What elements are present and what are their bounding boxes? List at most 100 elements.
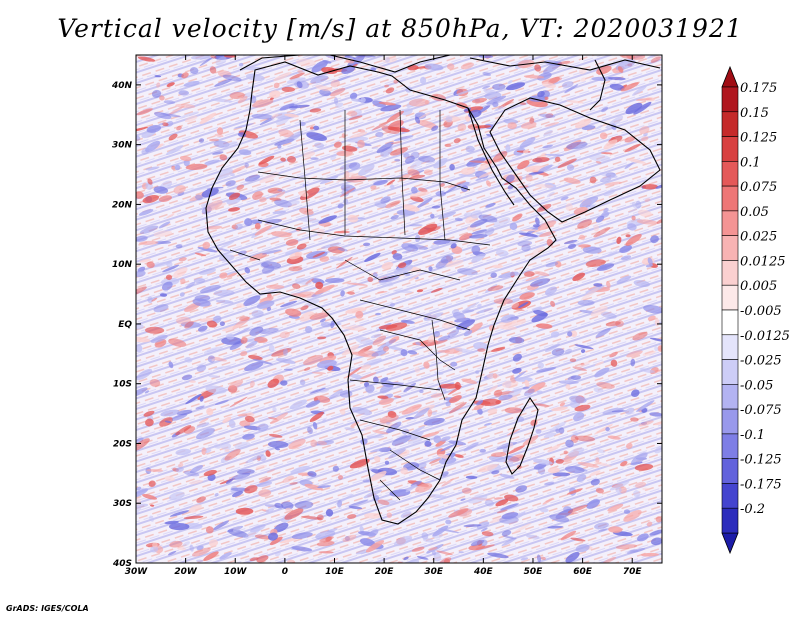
field-blob: [495, 499, 509, 507]
field-blob: [428, 547, 438, 551]
field-blob: [634, 463, 654, 471]
field-blob: [310, 75, 329, 84]
field-blob: [232, 525, 242, 533]
field-blob: [534, 64, 542, 72]
field-blob: [256, 555, 269, 563]
field-blob: [279, 331, 290, 339]
field-blob: [178, 463, 184, 468]
field-blob: [594, 424, 613, 435]
field-blob: [540, 556, 546, 560]
field-blob: [149, 378, 161, 387]
field-blob: [164, 476, 175, 482]
field-blob: [298, 217, 320, 223]
field-blob: [501, 537, 517, 547]
field-blob: [136, 344, 143, 353]
field-blob: [176, 125, 182, 131]
colorbar-swatch: [721, 111, 739, 137]
field-blob: [465, 475, 478, 480]
field-blob: [199, 317, 214, 322]
field-blob: [189, 465, 204, 474]
field-blob: [189, 480, 204, 485]
field-blob: [332, 465, 339, 472]
field-blob: [596, 65, 612, 75]
field-blob: [364, 252, 381, 262]
field-blob: [161, 281, 173, 291]
field-blob: [198, 138, 205, 143]
field-blob: [351, 406, 373, 416]
field-blob: [345, 175, 367, 183]
field-blob: [649, 412, 662, 417]
field-blob: [537, 362, 545, 369]
field-blob: [164, 420, 172, 424]
field-blob: [359, 525, 364, 533]
field-blob: [498, 271, 519, 278]
field-blob: [227, 165, 248, 175]
field-blob: [346, 317, 366, 321]
field-blob: [299, 311, 315, 322]
field-blob: [500, 314, 516, 323]
field-blob: [391, 434, 412, 446]
field-blob: [569, 358, 577, 363]
field-blob: [289, 482, 298, 485]
field-blob: [457, 268, 478, 276]
field-blob: [265, 450, 271, 457]
field-blob: [492, 373, 498, 379]
field-blob: [524, 388, 535, 396]
field-blob: [195, 194, 203, 201]
field-blob: [447, 180, 467, 189]
field-blob: [317, 336, 327, 340]
field-blob: [522, 435, 539, 446]
field-blob: [252, 191, 263, 200]
field-blob: [334, 141, 342, 148]
field-blob: [470, 218, 488, 228]
field-blob: [606, 281, 611, 289]
field-blob: [431, 125, 439, 132]
field-blob: [394, 158, 401, 162]
field-blob: [512, 367, 522, 374]
field-blob: [626, 547, 646, 554]
field-blob: [254, 336, 268, 343]
field-blob: [650, 366, 662, 375]
field-blob: [475, 177, 483, 181]
field-blob: [360, 438, 368, 445]
field-blob: [175, 466, 184, 473]
field-blob: [176, 546, 186, 551]
field-blob: [629, 549, 639, 553]
field-blob: [475, 171, 489, 179]
field-blob: [380, 146, 393, 157]
field-blob: [229, 91, 245, 100]
field-blob: [565, 439, 574, 448]
colorbar-swatch: [721, 458, 739, 484]
field-blob: [630, 452, 648, 466]
field-blob: [405, 416, 415, 420]
field-blob: [212, 151, 224, 155]
field-blob: [403, 153, 410, 158]
field-blob: [211, 356, 220, 362]
field-blob: [136, 336, 151, 343]
field-blob: [414, 366, 421, 373]
field-blob: [576, 474, 587, 482]
field-blob: [408, 174, 426, 180]
field-blob: [421, 532, 429, 540]
field-blob: [136, 235, 148, 242]
field-blob: [537, 72, 552, 81]
field-blob: [205, 449, 212, 454]
field-blob: [626, 442, 633, 449]
field-blob: [389, 302, 395, 307]
field-blob: [445, 115, 453, 123]
field-blob: [160, 409, 180, 417]
field-blob: [243, 308, 249, 312]
field-blob: [282, 475, 294, 483]
field-blob: [542, 144, 553, 149]
field-blob: [244, 162, 249, 168]
field-blob: [636, 400, 655, 412]
field-blob: [625, 102, 643, 115]
field-blob: [171, 413, 188, 421]
madagascar-coastline: [505, 396, 539, 475]
field-blob: [205, 199, 223, 212]
field-blob: [375, 312, 382, 316]
field-blob: [195, 428, 215, 440]
field-blob: [536, 390, 544, 394]
field-blob: [454, 88, 475, 96]
lon-tick-label: 20W: [174, 567, 198, 577]
